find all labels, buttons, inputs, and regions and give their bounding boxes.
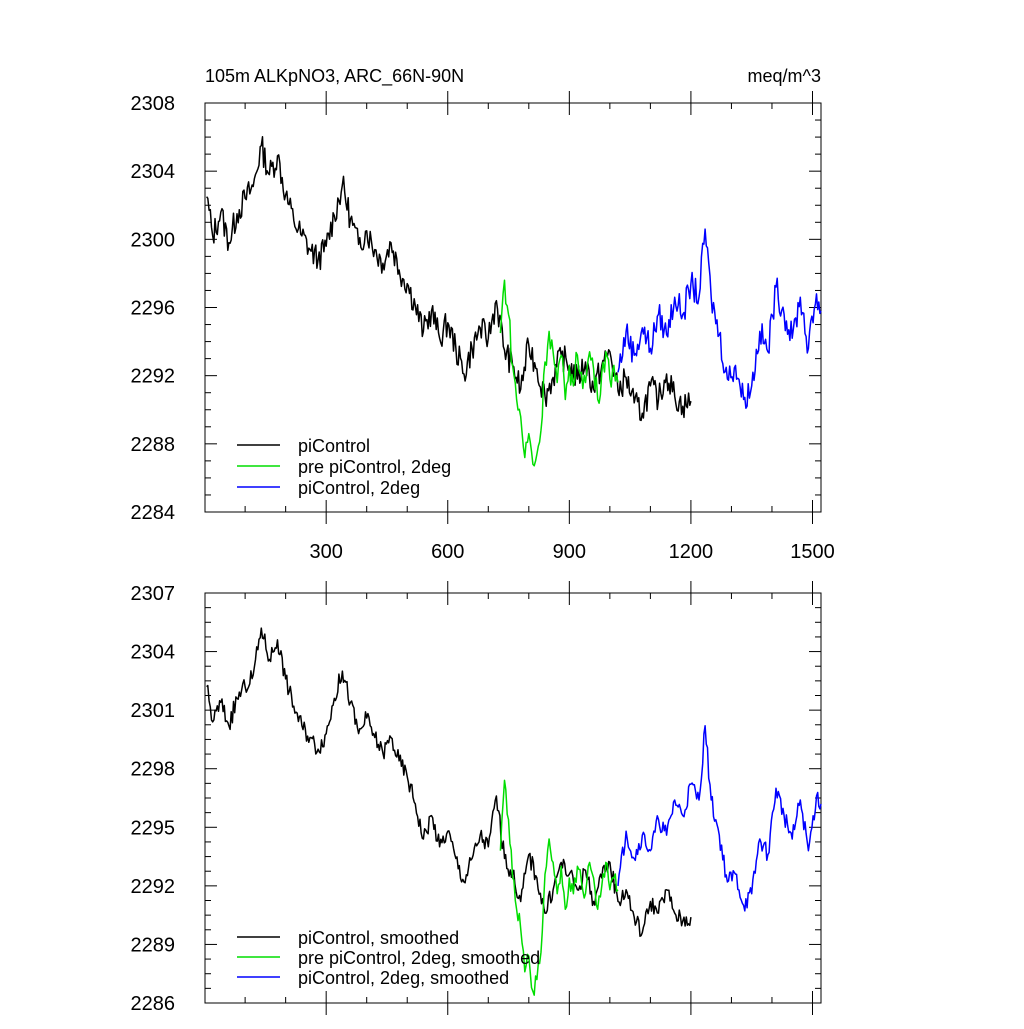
legend-label: piControl, 2deg bbox=[298, 478, 420, 498]
top-panel: 105m ALKpNO3, ARC_66N-90N meq/m^3 228422… bbox=[131, 66, 835, 563]
legend-label: piControl, 2deg, smoothed bbox=[298, 968, 509, 988]
top-axis-ticks: 2284 2288 2292 2296 2300 2304 2308 300 600 900 120… bbox=[131, 91, 835, 563]
y-tick-label: 2292 bbox=[131, 366, 176, 388]
y-tick-label: 2300 bbox=[131, 229, 176, 251]
y-tick-label: 2296 bbox=[131, 298, 176, 320]
series-line-picontrol-2deg bbox=[617, 228, 822, 409]
top-chart-title: 105m ALKpNO3, ARC_66N-90N bbox=[205, 66, 464, 87]
series-line-pre-picontrol-2deg-smoothed bbox=[499, 779, 619, 996]
series-line-picontrol bbox=[206, 136, 692, 422]
y-tick-label: 2284 bbox=[131, 502, 176, 524]
y-tick-label: 2304 bbox=[131, 642, 176, 664]
y-tick-label: 2301 bbox=[131, 700, 176, 722]
y-tick-label: 2288 bbox=[131, 434, 176, 456]
y-tick-label: 2304 bbox=[131, 161, 176, 183]
series-line-pre-picontrol-2deg bbox=[499, 279, 619, 467]
x-tick-label: 1500 bbox=[790, 541, 835, 563]
bottom-panel: 2286 2289 2292 2295 2298 2301 2304 2307 piContr… bbox=[131, 581, 822, 1015]
bottom-series-lines bbox=[206, 627, 822, 996]
y-tick-label: 2307 bbox=[131, 583, 176, 605]
top-series-lines bbox=[206, 136, 822, 467]
y-tick-label: 2292 bbox=[131, 876, 176, 898]
x-tick-label: 900 bbox=[553, 541, 586, 563]
legend-label: piControl bbox=[298, 436, 370, 456]
bottom-axis-ticks: 2286 2289 2292 2295 2298 2301 2304 2307 bbox=[131, 581, 821, 1015]
series-line-picontrol-2deg-smoothed bbox=[617, 725, 822, 912]
y-tick-label: 2308 bbox=[131, 93, 176, 115]
legend-label: pre piControl, 2deg bbox=[298, 457, 451, 477]
x-tick-label: 300 bbox=[309, 541, 342, 563]
x-tick-label: 600 bbox=[431, 541, 464, 563]
legend-label: piControl, smoothed bbox=[298, 928, 459, 948]
y-tick-label: 2298 bbox=[131, 759, 176, 781]
legend-label: pre piControl, 2deg, smoothed bbox=[298, 948, 540, 968]
y-tick-label: 2289 bbox=[131, 934, 176, 956]
x-tick-label: 1200 bbox=[669, 541, 714, 563]
top-chart-units: meq/m^3 bbox=[748, 66, 821, 86]
y-tick-label: 2286 bbox=[131, 993, 176, 1015]
series-line-picontrol-smoothed bbox=[206, 627, 692, 938]
y-tick-label: 2295 bbox=[131, 817, 176, 839]
